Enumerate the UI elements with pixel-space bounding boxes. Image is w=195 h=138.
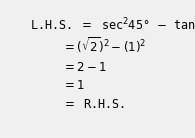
Text: $=$ R.H.S.: $=$ R.H.S.	[62, 98, 125, 111]
Text: $= (\sqrt{2})^2 - (1)^2$: $= (\sqrt{2})^2 - (1)^2$	[62, 35, 146, 55]
Text: $= 2 - 1$: $= 2 - 1$	[62, 61, 107, 74]
Text: $= 1$: $= 1$	[62, 79, 85, 92]
Text: L.H.S. $=$ sec$^2$45° $-$ tan$^2$45°: L.H.S. $=$ sec$^2$45° $-$ tan$^2$45°	[30, 17, 195, 33]
